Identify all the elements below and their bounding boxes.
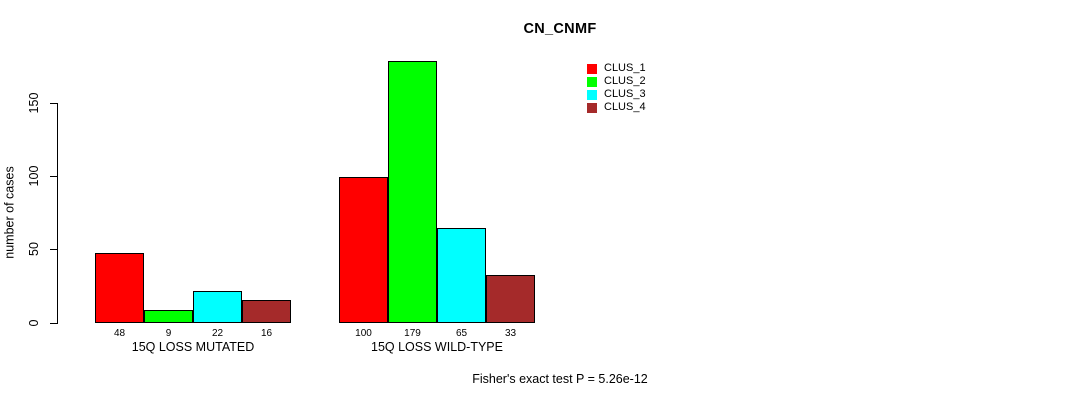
legend-item-label: CLUS_2 [604, 75, 646, 87]
bar-value-label: 179 [404, 328, 421, 339]
bar-clus_4-group2 [486, 275, 535, 323]
bar-value-label: 22 [211, 328, 224, 339]
y-axis-line [57, 103, 59, 323]
y-tick-label: 50 [27, 242, 41, 256]
y-tick-mark [50, 175, 58, 177]
bar-value-label: 48 [113, 328, 126, 339]
y-tick-label: 0 [27, 319, 41, 327]
legend: CLUS_1 CLUS_2 CLUS_3 CLUS_4 [587, 62, 646, 114]
legend-item: CLUS_1 [587, 62, 646, 75]
legend-item-label: CLUS_1 [604, 62, 646, 74]
legend-swatch-icon [587, 63, 597, 74]
bar-clus_1-group1 [95, 253, 144, 323]
stat-annotation: Fisher's exact test P = 5.26e-12 [472, 372, 648, 386]
y-tick-mark [50, 102, 58, 104]
bar-clus_3-group2 [437, 228, 486, 323]
bar-value-label: 65 [455, 328, 468, 339]
bar-value-label: 33 [504, 328, 517, 339]
bar-clus_4-group1 [242, 300, 291, 323]
legend-item-label: CLUS_4 [604, 101, 646, 113]
legend-item: CLUS_3 [587, 88, 646, 101]
y-tick-mark [50, 248, 58, 250]
bar-value-label: 16 [260, 328, 273, 339]
bar-value-label: 9 [165, 328, 172, 339]
bar-value-label: 100 [355, 328, 372, 339]
group-label: 15Q LOSS WILD-TYPE [371, 340, 503, 354]
group-label: 15Q LOSS MUTATED [131, 340, 255, 354]
legend-item-label: CLUS_3 [604, 88, 646, 100]
legend-swatch-icon [587, 89, 597, 100]
y-tick-label: 100 [27, 165, 41, 187]
y-tick-mark [50, 322, 58, 324]
legend-swatch-icon [587, 76, 597, 87]
bar-clus_1-group2 [339, 177, 388, 323]
bar-clus_2-group2 [388, 61, 437, 323]
chart-title: CN_CNMF [523, 21, 597, 37]
legend-item: CLUS_2 [587, 75, 646, 88]
y-axis-label: number of cases [2, 166, 17, 259]
bar-clus_3-group1 [193, 291, 242, 323]
y-tick-label: 150 [27, 92, 41, 114]
legend-item: CLUS_4 [587, 101, 646, 114]
bar-clus_2-group1 [144, 310, 193, 323]
legend-swatch-icon [587, 102, 597, 113]
